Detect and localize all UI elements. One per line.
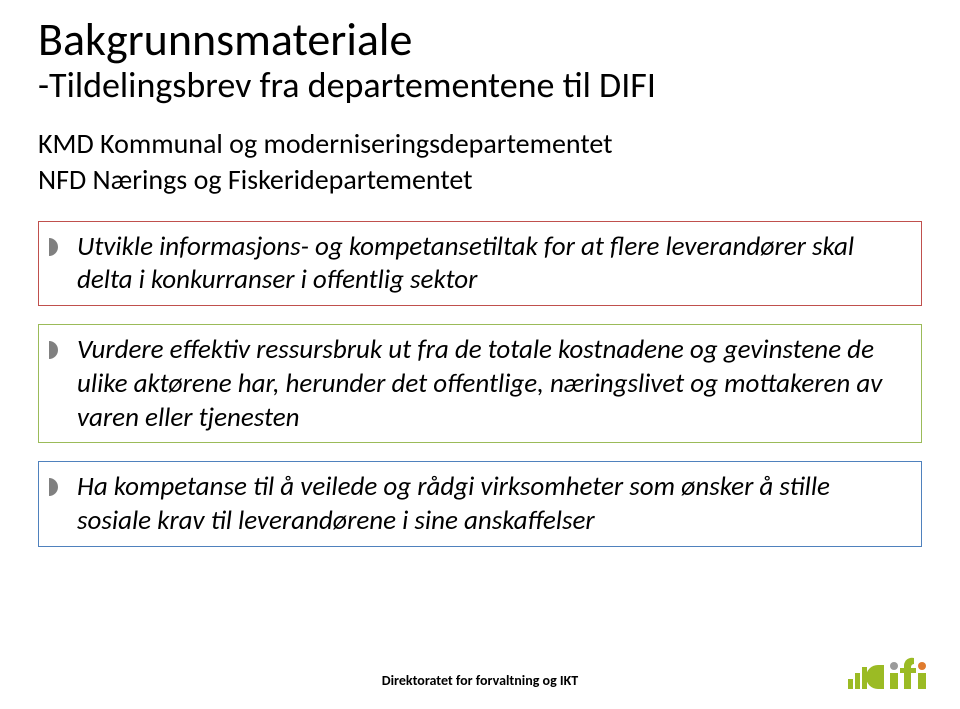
page-subtitle: -Tildelingsbrev fra departementene til D… (38, 66, 922, 106)
slide: Bakgrunnsmateriale -Tildelingsbrev fra d… (0, 0, 960, 709)
definitions-block: KMD Kommunal og moderniseringsdepartemen… (38, 126, 922, 199)
bullet-box: Utvikle informasjons- og kompetansetilta… (38, 221, 922, 307)
bullet-marker-icon (49, 478, 63, 496)
bullet-box: Vurdere effektiv ressursbruk ut fra de t… (38, 324, 922, 443)
bullet-marker-icon (49, 341, 63, 359)
bullet-text: Utvikle informasjons- og kompetansetilta… (77, 230, 909, 298)
bullet-marker-icon (49, 238, 63, 256)
definition-line: NFD Nærings og Fiskeridepartementet (38, 162, 922, 198)
bullet-box: Ha kompetanse til å veilede og rådgi vir… (38, 461, 922, 547)
difi-logo (846, 655, 934, 697)
definition-line: KMD Kommunal og moderniseringsdepartemen… (38, 126, 922, 162)
bullet-text: Vurdere effektiv ressursbruk ut fra de t… (77, 333, 909, 434)
page-title: Bakgrunnsmateriale (38, 16, 922, 64)
bullet-text: Ha kompetanse til å veilede og rådgi vir… (77, 470, 909, 538)
footer-text: Direktoratet for forvaltning og IKT (0, 672, 960, 689)
